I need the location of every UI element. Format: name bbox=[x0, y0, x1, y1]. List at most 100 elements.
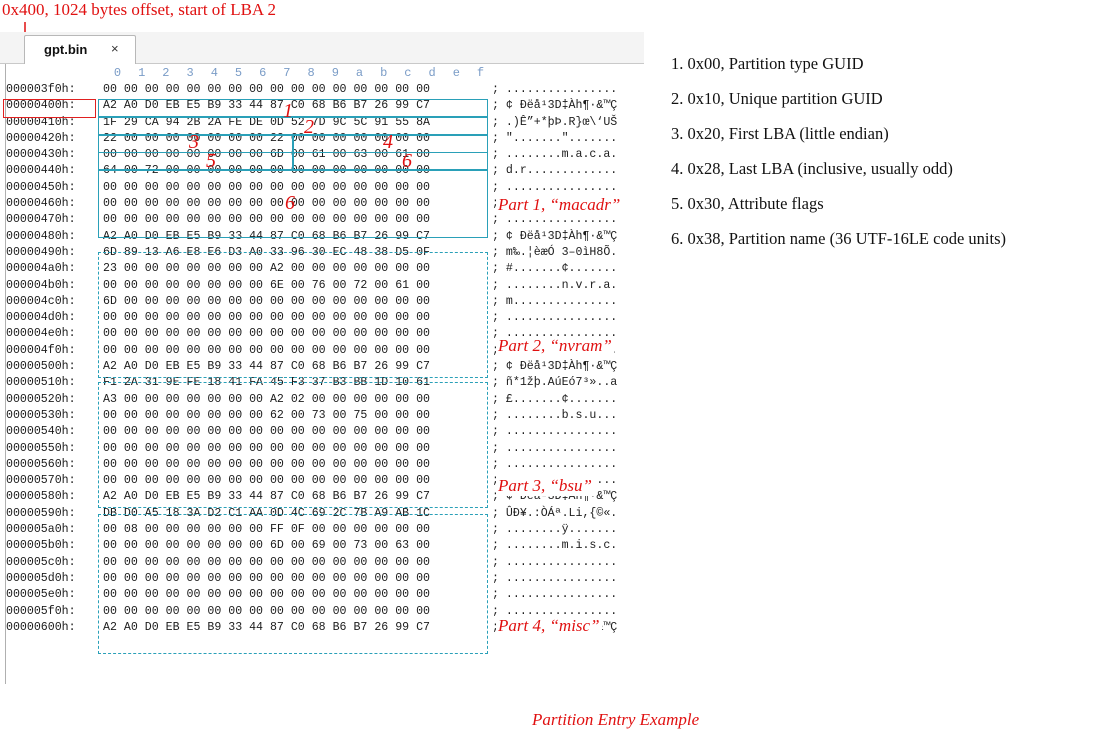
legend-item: 5. 0x30, Attribute flags bbox=[671, 194, 824, 213]
row-offset: 00000510h: bbox=[6, 376, 76, 390]
hex-row[interactable]: 000005e0h: 00 00 00 00 00 00 00 00 00 00 … bbox=[6, 587, 645, 603]
legend-item: 3. 0x20, First LBA (little endian) bbox=[671, 124, 889, 143]
field-box-attributes bbox=[98, 152, 293, 170]
field-legend: 1. 0x00, Partition type GUID 2. 0x10, Uni… bbox=[671, 52, 1006, 262]
hex-row[interactable]: 000004a0h: 23 00 00 00 00 00 00 00 A2 00 … bbox=[6, 261, 645, 277]
row-offset: 00000460h: bbox=[6, 197, 76, 211]
row-ascii: ; ........n.v.r.a. bbox=[492, 278, 618, 292]
row-hex-bytes: 00 00 00 00 00 00 00 00 00 00 00 00 00 0… bbox=[103, 474, 430, 488]
row-ascii: ; m............... bbox=[492, 294, 618, 308]
row-offset: 000004b0h: bbox=[6, 278, 76, 292]
row-offset: 00000450h: bbox=[6, 180, 76, 194]
row-hex-bytes: 00 00 00 00 00 00 00 00 00 00 00 00 00 0… bbox=[103, 588, 430, 602]
row-offset: 000005a0h: bbox=[6, 523, 76, 537]
row-ascii: ; ................ bbox=[492, 83, 618, 96]
part-label-4: Part 4, “misc” bbox=[496, 616, 602, 636]
row-hex-bytes: A2 A0 D0 EB E5 B9 33 44 87 C0 68 B6 B7 2… bbox=[103, 490, 430, 504]
row-hex-bytes: 00 00 00 00 00 00 00 00 00 00 00 00 00 0… bbox=[103, 327, 430, 341]
row-ascii: ; d.r............. bbox=[492, 164, 618, 178]
field-box-name-cont bbox=[98, 170, 488, 238]
row-offset: 000004c0h: bbox=[6, 294, 76, 308]
row-ascii: ; ñ*1žþ.AúEó7³»..a bbox=[492, 376, 618, 390]
field-number-5: 5 bbox=[206, 150, 216, 172]
hex-row[interactable]: 000005b0h: 00 00 00 00 00 00 00 00 6D 00 … bbox=[6, 538, 645, 554]
hex-row[interactable]: 00000590h: DB D0 A5 18 3A D2 C1 AA 0D 4C … bbox=[6, 506, 645, 522]
hex-row[interactable]: 00000470h: 00 00 00 00 00 00 00 00 00 00 … bbox=[6, 212, 645, 228]
field-number-6-name-area: 6 bbox=[285, 192, 295, 214]
hex-row[interactable]: 00000530h: 00 00 00 00 00 00 00 00 62 00 … bbox=[6, 408, 645, 424]
hex-row[interactable]: 000003f0h: 00 00 00 00 00 00 00 00 00 00 … bbox=[6, 82, 645, 98]
row-offset: 00000590h: bbox=[6, 506, 76, 520]
row-offset: 000004d0h: bbox=[6, 311, 76, 325]
tab-label: gpt.bin bbox=[44, 42, 88, 57]
hex-row[interactable]: 000004b0h: 00 00 00 00 00 00 00 00 6E 00 … bbox=[6, 278, 645, 294]
row-hex-bytes: 00 00 00 00 00 00 00 00 6D 00 69 00 73 0… bbox=[103, 539, 430, 553]
row-ascii: ; ................ bbox=[492, 555, 618, 569]
legend-item: 1. 0x00, Partition type GUID bbox=[671, 54, 864, 73]
hex-row[interactable]: 00000540h: 00 00 00 00 00 00 00 00 00 00 … bbox=[6, 424, 645, 440]
hex-row[interactable]: 000004c0h: 6D 00 00 00 00 00 00 00 00 00 … bbox=[6, 294, 645, 310]
field-number-4: 4 bbox=[383, 131, 393, 153]
row-ascii: ; #.......¢....... bbox=[492, 262, 618, 276]
row-ascii: ; ................ bbox=[492, 180, 618, 194]
row-offset: 00000500h: bbox=[6, 360, 76, 374]
hex-row[interactable]: 00000450h: 00 00 00 00 00 00 00 00 00 00 … bbox=[6, 180, 645, 196]
row-offset: 000005d0h: bbox=[6, 571, 76, 585]
field-box-name bbox=[293, 152, 488, 170]
field-number-6: 6 bbox=[402, 150, 412, 172]
row-hex-bytes: A2 A0 D0 EB E5 B9 33 44 87 C0 68 B6 B7 2… bbox=[103, 99, 430, 113]
column-header-label: f bbox=[476, 66, 485, 80]
row-offset: 00000470h: bbox=[6, 213, 76, 227]
column-header-label: 4 bbox=[210, 66, 218, 80]
hex-row[interactable]: 000005c0h: 00 00 00 00 00 00 00 00 00 00 … bbox=[6, 555, 645, 571]
hex-row[interactable]: 000005d0h: 00 00 00 00 00 00 00 00 00 00 … bbox=[6, 571, 645, 587]
row-offset: 00000530h: bbox=[6, 408, 76, 422]
column-header-label: e bbox=[452, 66, 460, 80]
part-label-1: Part 1, “macadr” bbox=[496, 195, 623, 215]
row-ascii: ; ................ bbox=[492, 441, 618, 455]
row-hex-bytes: 00 00 00 00 00 00 00 00 6D 00 61 00 63 0… bbox=[103, 148, 430, 162]
row-offset: 00000580h: bbox=[6, 490, 76, 504]
column-header-label: a bbox=[355, 66, 364, 80]
tab-gpt-bin[interactable]: gpt.bin × bbox=[24, 35, 136, 64]
hex-row[interactable]: 00000500h: A2 A0 D0 EB E5 B9 33 44 87 C0 … bbox=[6, 359, 645, 375]
hex-row[interactable]: 00000400h: A2 A0 D0 EB E5 B9 33 44 87 C0 … bbox=[6, 98, 645, 114]
hex-rows: 000003f0h: 00 00 00 00 00 00 00 00 00 00 … bbox=[6, 82, 645, 636]
row-ascii: ; ................ bbox=[492, 213, 618, 227]
row-offset: 000005e0h: bbox=[6, 588, 76, 602]
part-label-3: Part 3, “bsu” bbox=[496, 476, 594, 496]
column-header-label: 9 bbox=[331, 66, 339, 80]
field-box-type-guid bbox=[98, 99, 488, 117]
hex-row[interactable]: 000005a0h: 00 08 00 00 00 00 00 00 FF 0F … bbox=[6, 522, 645, 538]
row-ascii: ; ........b.s.u... bbox=[492, 408, 618, 422]
row-offset: 00000440h: bbox=[6, 164, 76, 178]
column-header-label: 5 bbox=[234, 66, 243, 80]
row-ascii: ; .)Ê”+*þÞ.R}œ\‘UŠ bbox=[492, 115, 618, 129]
row-hex-bytes: 00 00 00 00 00 00 00 00 00 00 00 00 00 0… bbox=[103, 180, 430, 194]
hex-row[interactable]: 00000480h: A2 A0 D0 EB E5 B9 33 44 87 C0 … bbox=[6, 229, 645, 245]
column-header-label: d bbox=[428, 66, 436, 80]
row-offset: 00000400h: bbox=[6, 99, 76, 113]
row-hex-bytes: A2 A0 D0 EB E5 B9 33 44 87 C0 68 B6 B7 2… bbox=[103, 229, 430, 243]
row-ascii: ; ¢ Ðëå¹3D‡Àh¶·&™Ç bbox=[492, 99, 618, 113]
hex-row[interactable]: 000004d0h: 00 00 00 00 00 00 00 00 00 00 … bbox=[6, 310, 645, 326]
row-ascii: ; ................ bbox=[492, 425, 618, 439]
row-hex-bytes: A2 A0 D0 EB E5 B9 33 44 87 C0 68 B6 B7 2… bbox=[103, 360, 430, 374]
hex-row[interactable]: 00000410h: 1F 29 CA 94 2B 2A FE DE 0D 52 … bbox=[6, 115, 645, 131]
hex-row[interactable]: 00000550h: 00 00 00 00 00 00 00 00 00 00 … bbox=[6, 441, 645, 457]
row-ascii: ; ................ bbox=[492, 604, 618, 618]
hex-row[interactable]: 00000520h: A3 00 00 00 00 00 00 00 A2 02 … bbox=[6, 392, 645, 408]
hex-row[interactable]: 000005f0h: 00 00 00 00 00 00 00 00 00 00 … bbox=[6, 604, 645, 620]
row-ascii: ; ¢ Ðëå¹3D‡Àh¶·&™Ç bbox=[492, 360, 618, 374]
row-ascii: ; ¢ Ðëå¹3D‡Àh¶·&™Ç bbox=[492, 229, 618, 243]
legend-item: 6. 0x38, Partition name (36 UTF-16LE cod… bbox=[671, 229, 1006, 248]
close-icon[interactable]: × bbox=[111, 41, 119, 56]
row-offset: 000005f0h: bbox=[6, 604, 76, 618]
legend-item: 4. 0x28, Last LBA (inclusive, usually od… bbox=[671, 159, 953, 178]
row-ascii: ; ................ bbox=[492, 571, 618, 585]
hex-row[interactable]: 00000430h: 00 00 00 00 00 00 00 00 6D 00 … bbox=[6, 147, 645, 163]
hex-row[interactable]: 00000560h: 00 00 00 00 00 00 00 00 00 00 … bbox=[6, 457, 645, 473]
row-hex-bytes: 00 00 00 00 00 00 00 00 00 00 00 00 00 0… bbox=[103, 311, 430, 325]
